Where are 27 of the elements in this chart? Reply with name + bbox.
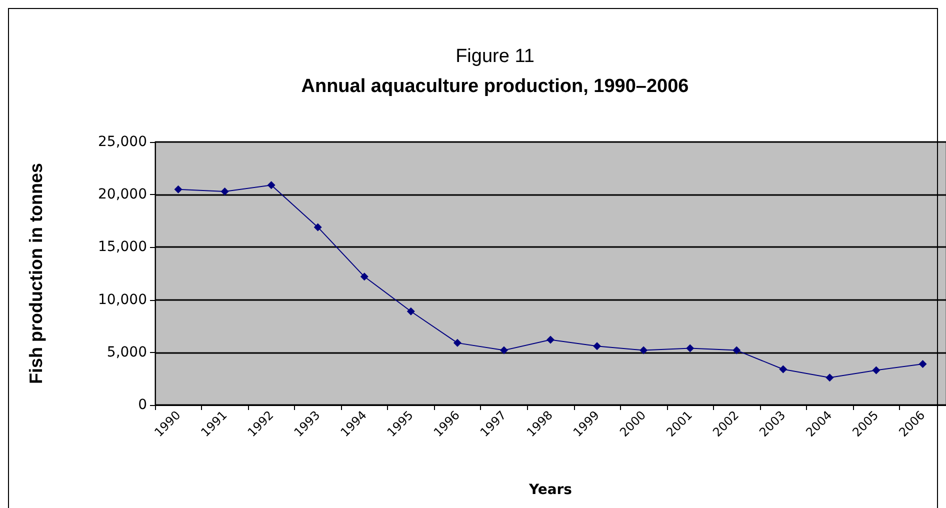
point [500, 346, 508, 354]
point [453, 338, 462, 347]
point [593, 342, 602, 350]
point [640, 346, 648, 354]
point [918, 360, 927, 368]
y-tick-label: 15,000 [98, 239, 147, 256]
point [174, 185, 182, 194]
point [686, 344, 694, 352]
point [826, 374, 834, 382]
point [360, 272, 368, 281]
point [779, 365, 788, 374]
y-tick-label: 10,000 [98, 292, 147, 308]
y-tick-label: 25,000 [98, 134, 147, 150]
y-tick-label: 5,000 [106, 344, 147, 360]
y-axis-title: Fish production in tonnes [26, 163, 46, 384]
point [872, 366, 880, 374]
point [220, 187, 229, 196]
point [267, 181, 276, 190]
point [732, 346, 741, 354]
y-tick-label: 20,000 [98, 186, 147, 203]
chart-title: Figure 11 [456, 46, 534, 67]
point [406, 307, 415, 316]
x-axis-title: Years [528, 482, 572, 498]
point [546, 336, 554, 344]
y-tick-label: 0 [138, 397, 147, 413]
chart-subtitle: Annual aquaculture production, 1990–2006 [301, 76, 689, 97]
point [314, 223, 322, 232]
